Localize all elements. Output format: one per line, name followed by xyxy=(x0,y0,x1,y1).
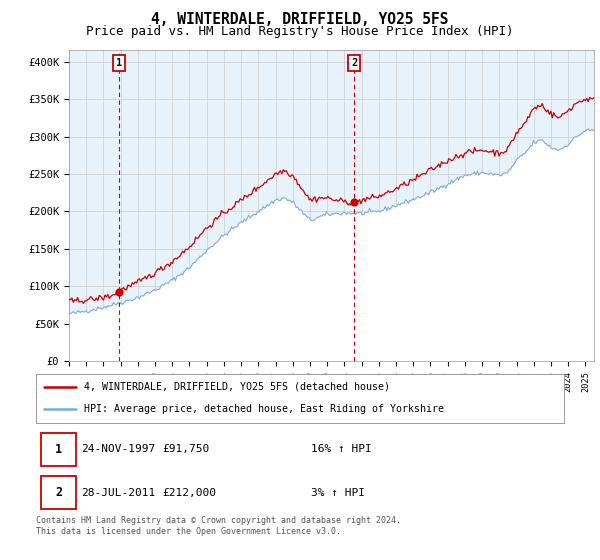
Text: Price paid vs. HM Land Registry's House Price Index (HPI): Price paid vs. HM Land Registry's House … xyxy=(86,25,514,38)
Point xyxy=(114,288,124,297)
Text: £212,000: £212,000 xyxy=(163,488,217,497)
Text: 28-JUL-2011: 28-JUL-2011 xyxy=(81,488,155,497)
Text: 3% ↑ HPI: 3% ↑ HPI xyxy=(311,488,365,497)
Text: 24-NOV-1997: 24-NOV-1997 xyxy=(81,445,155,454)
Text: 1: 1 xyxy=(55,443,62,456)
FancyBboxPatch shape xyxy=(41,477,76,508)
Text: 2: 2 xyxy=(351,58,358,68)
Text: 1: 1 xyxy=(116,58,122,68)
Text: £91,750: £91,750 xyxy=(163,445,210,454)
Point xyxy=(350,198,359,207)
Text: HPI: Average price, detached house, East Riding of Yorkshire: HPI: Average price, detached house, East… xyxy=(83,404,443,414)
Text: 4, WINTERDALE, DRIFFIELD, YO25 5FS (detached house): 4, WINTERDALE, DRIFFIELD, YO25 5FS (deta… xyxy=(83,382,389,392)
Text: Contains HM Land Registry data © Crown copyright and database right 2024.
This d: Contains HM Land Registry data © Crown c… xyxy=(36,516,401,536)
Text: 4, WINTERDALE, DRIFFIELD, YO25 5FS: 4, WINTERDALE, DRIFFIELD, YO25 5FS xyxy=(151,12,449,27)
Text: 2: 2 xyxy=(55,486,62,499)
Text: 16% ↑ HPI: 16% ↑ HPI xyxy=(311,445,371,454)
FancyBboxPatch shape xyxy=(41,433,76,465)
